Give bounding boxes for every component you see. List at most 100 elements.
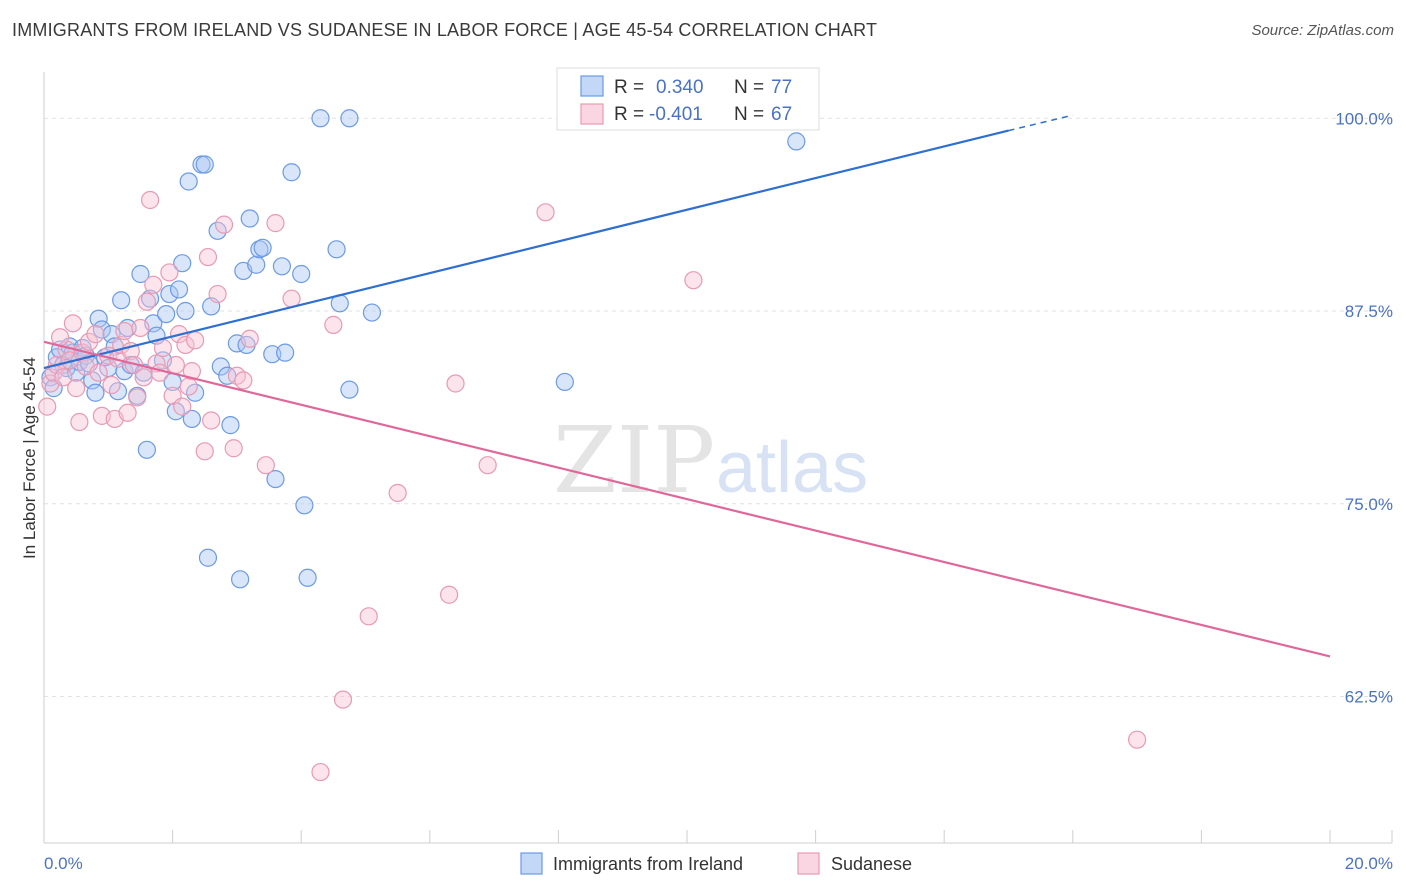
legend-r-label-1: R = — [614, 77, 644, 98]
grid-lines — [44, 117, 1392, 698]
legend-r-value-1: 0.340 — [656, 77, 704, 98]
point-ireland — [160, 284, 179, 304]
watermark-atlas: atlas — [716, 428, 868, 508]
point-sudanese — [144, 275, 163, 294]
point-sudanese — [153, 338, 173, 358]
legend-swatch-ireland — [580, 75, 604, 97]
point-ireland — [555, 372, 574, 392]
point-sudanese — [208, 284, 227, 304]
point-sudanese — [266, 214, 285, 233]
trend-line-sudanese — [43, 340, 1331, 658]
point-sudanese — [134, 368, 153, 387]
point-sudanese — [102, 375, 121, 395]
point-ireland — [362, 303, 382, 322]
point-sudanese — [173, 397, 192, 416]
x-tick-label-max: 20.0% — [1345, 854, 1393, 873]
point-ireland — [340, 109, 359, 128]
point-sudanese — [38, 397, 57, 416]
watermark-zip: ZIP — [553, 407, 715, 514]
point-ireland — [327, 240, 346, 259]
point-sudanese — [240, 329, 259, 348]
point-ireland — [298, 568, 317, 587]
point-sudanese — [202, 411, 221, 430]
x-tick-label-min: 0.0% — [44, 854, 83, 873]
point-ireland — [295, 496, 314, 515]
y-tick-label: 100.0% — [1335, 109, 1393, 128]
point-sudanese — [256, 456, 275, 475]
legend-n-value-2: 67 — [771, 104, 792, 125]
point-sudanese — [50, 328, 70, 347]
point-ireland — [311, 109, 330, 128]
point-ireland — [118, 318, 137, 338]
legend: R = 0.340 N = 77 R = -0.401 N = 67 — [556, 67, 820, 131]
point-ireland — [131, 264, 150, 284]
point-sudanese — [115, 321, 134, 341]
point-ireland — [179, 172, 198, 191]
point-ireland — [231, 570, 250, 589]
point-sudanese — [137, 292, 156, 311]
y-axis-title: In Labor Force | Age 45-54 — [20, 357, 39, 559]
point-sudanese — [140, 190, 160, 210]
point-ireland — [195, 155, 214, 174]
watermark: ZIP atlas — [553, 407, 868, 514]
legend-r-value-2: -0.401 — [649, 104, 703, 125]
point-ireland — [276, 343, 295, 362]
point-ireland — [112, 291, 131, 310]
point-sudanese — [324, 315, 343, 334]
point-sudanese — [131, 318, 150, 338]
y-tick-labels: 62.5% 75.0% 87.5% 100.0% — [1335, 109, 1393, 706]
point-ireland — [253, 238, 272, 257]
point-sudanese — [478, 456, 497, 475]
point-sudanese — [198, 247, 218, 267]
point-sudanese — [128, 388, 147, 407]
point-ireland — [292, 264, 311, 284]
point-sudanese — [1127, 730, 1147, 749]
point-sudanese — [54, 368, 73, 387]
point-sudanese — [388, 483, 407, 503]
point-sudanese — [333, 690, 353, 709]
point-ireland — [266, 469, 285, 489]
point-sudanese — [118, 403, 137, 422]
point-sudanese — [195, 442, 214, 461]
point-ireland — [89, 309, 108, 328]
point-ireland — [211, 357, 230, 376]
point-sudanese — [67, 379, 86, 398]
bottom-legend-swatch-sudanese — [797, 852, 820, 875]
point-ireland — [176, 301, 195, 321]
point-ireland — [221, 416, 240, 435]
trend-line-ireland — [43, 129, 1009, 370]
y-tick-label: 75.0% — [1345, 495, 1393, 514]
point-ireland — [198, 548, 218, 567]
bottom-legend-sudanese: Sudanese — [831, 854, 912, 874]
point-ireland — [247, 255, 266, 274]
point-sudanese — [166, 355, 185, 375]
chart-title: IMMIGRANTS FROM IRELAND VS SUDANESE IN L… — [12, 20, 878, 40]
trend-lines — [43, 114, 1331, 658]
point-sudanese — [70, 412, 89, 432]
point-ireland — [137, 440, 156, 459]
x-tick-labels: 0.0% 20.0% — [44, 854, 1393, 873]
point-sudanese — [439, 585, 459, 604]
legend-swatch-sudanese — [580, 103, 604, 125]
point-sudanese — [359, 607, 378, 626]
point-ireland — [157, 304, 176, 324]
point-sudanese — [160, 263, 179, 282]
point-ireland — [140, 289, 160, 308]
point-ireland — [240, 209, 259, 228]
point-sudanese — [446, 374, 465, 393]
point-ireland — [134, 363, 153, 382]
point-sudanese — [176, 335, 195, 355]
point-ireland — [173, 254, 192, 273]
point-ireland — [282, 163, 301, 182]
point-ireland — [169, 280, 189, 299]
data-points — [38, 109, 1147, 782]
point-sudanese — [86, 325, 105, 344]
point-ireland — [86, 383, 105, 402]
point-sudanese — [214, 215, 234, 234]
bottom-legend-swatch-ireland — [520, 852, 543, 875]
point-ireland — [182, 409, 201, 429]
point-sudanese — [311, 762, 330, 782]
trend-line-ireland-extension — [1008, 114, 1073, 132]
legend-n-label-2: N = — [734, 104, 764, 125]
